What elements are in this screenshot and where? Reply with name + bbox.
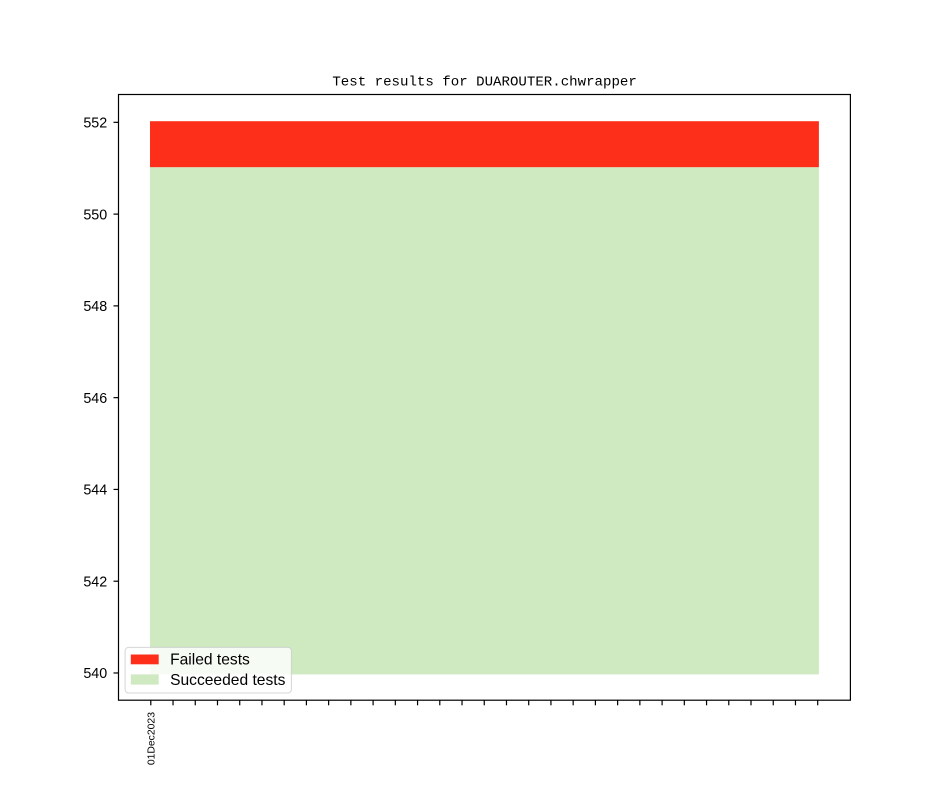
- svg-text:Test results for DUAROUTER.chw: Test results for DUAROUTER.chwrapper: [332, 75, 636, 91]
- svg-text:552: 552: [83, 116, 107, 132]
- svg-text:540: 540: [83, 666, 107, 682]
- svg-text:01Dec2023: 01Dec2023: [146, 712, 157, 765]
- svg-text:Failed tests: Failed tests: [170, 651, 250, 668]
- svg-text:548: 548: [83, 299, 107, 315]
- svg-text:544: 544: [83, 483, 107, 499]
- svg-text:542: 542: [83, 575, 107, 591]
- svg-text:550: 550: [83, 207, 107, 223]
- svg-text:546: 546: [83, 391, 107, 407]
- svg-text:Succeeded tests: Succeeded tests: [170, 672, 285, 689]
